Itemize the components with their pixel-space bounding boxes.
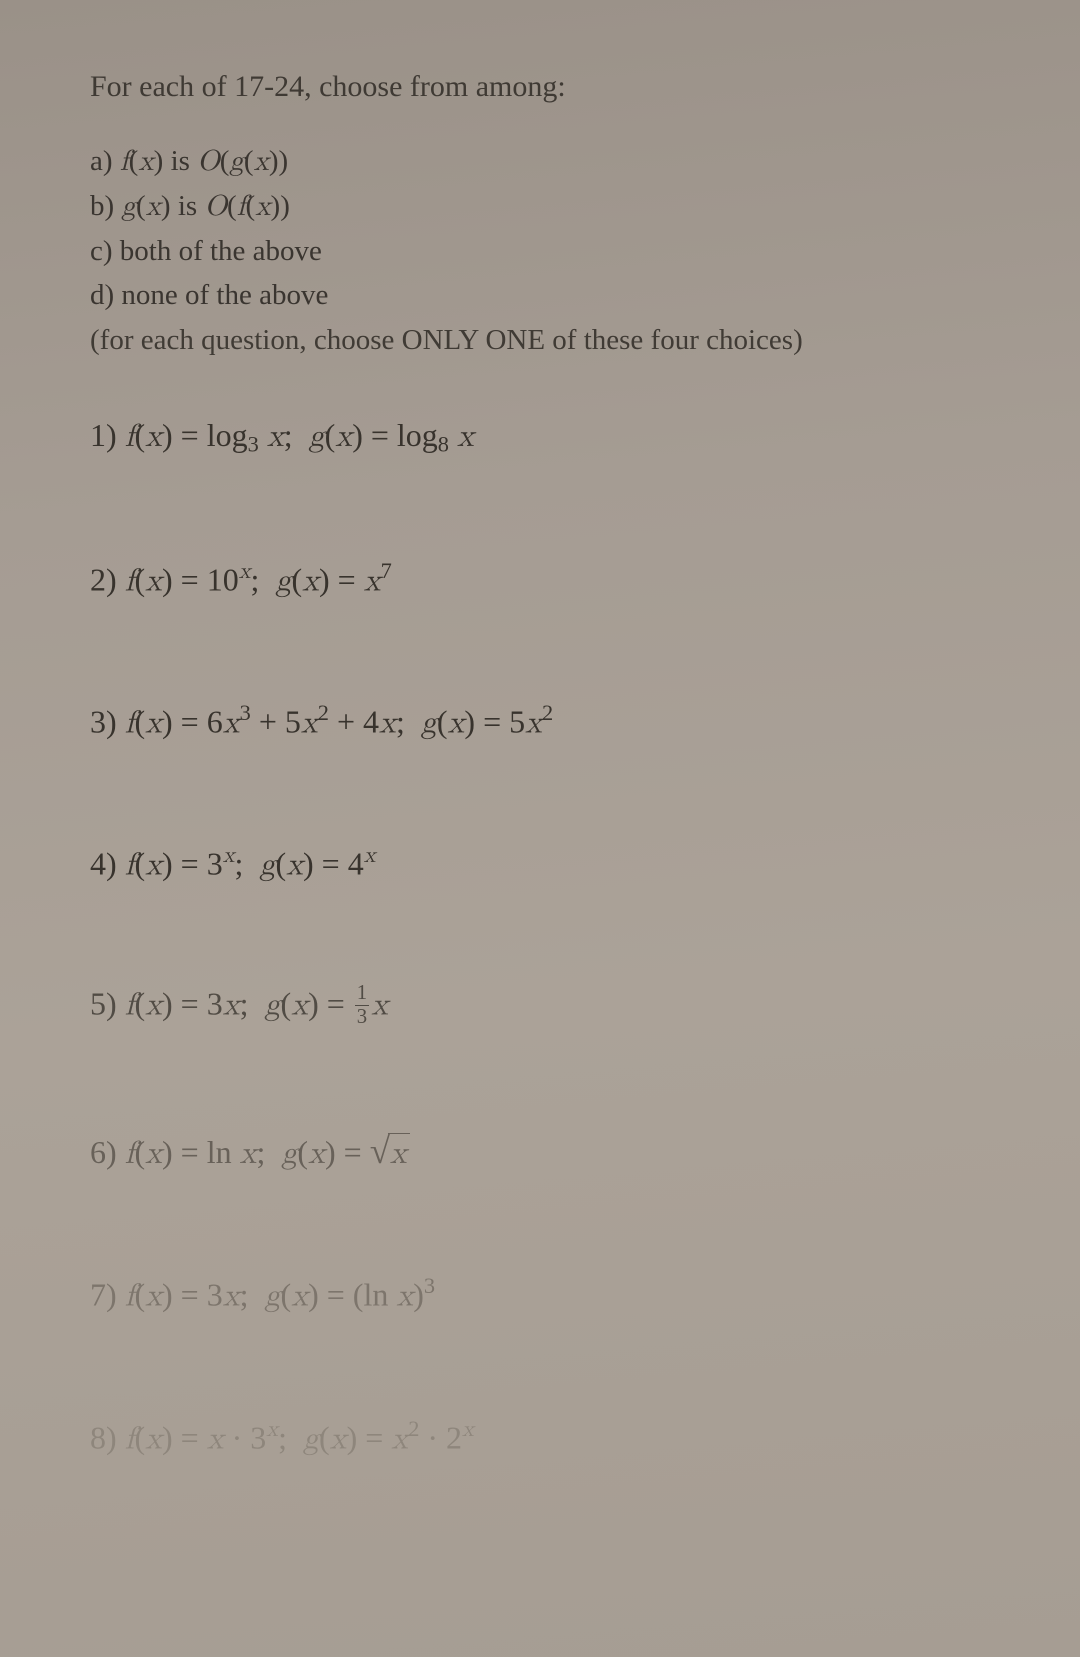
answer-options: a) f(x) is O(g(x)) b) g(x) is O(f(x)) c)… [90,140,1020,316]
problem-number: 2) [90,561,117,597]
instruction-note: (for each question, choose ONLY ONE of t… [90,324,1020,357]
problem-number: 5) [90,985,117,1021]
problem-6: 6) f(x) = ln x; g(x) = x [90,1129,1020,1173]
problem-number: 6) [90,1134,117,1170]
problem-8: 8) f(x) = x · 3x; g(x) = x2 · 2x [90,1416,1020,1458]
problem-number: 1) [90,417,117,453]
worksheet-page: For each of 17-24, choose from among: a)… [0,0,1080,1518]
problems-list: 1) f(x) = log3 x; g(x) = log8 x 2) f(x) … [90,417,1020,1458]
problem-5: 5) f(x) = 3x; g(x) = 13x [90,985,1020,1030]
problem-number: 3) [90,703,117,739]
problem-number: 4) [90,846,117,882]
option-b: b) g(x) is O(f(x)) [90,185,1020,228]
problem-3: 3) f(x) = 6x3 + 5x2 + 4x; g(x) = 5x2 [90,700,1020,742]
problem-number: 7) [90,1277,117,1313]
option-c: c) both of the above [90,230,1020,272]
problem-4: 4) f(x) = 3x; g(x) = 4x [90,842,1020,884]
problem-1: 1) f(x) = log3 x; g(x) = log8 x [90,417,1020,458]
problem-number: 8) [90,1419,117,1455]
instruction-text: For each of 17-24, choose from among: [90,70,1020,104]
option-d: d) none of the above [90,274,1020,316]
problem-2: 2) f(x) = 10x; g(x) = x7 [90,558,1020,600]
problem-7: 7) f(x) = 3x; g(x) = (ln x)3 [90,1273,1020,1315]
option-a: a) f(x) is O(g(x)) [90,140,1020,183]
